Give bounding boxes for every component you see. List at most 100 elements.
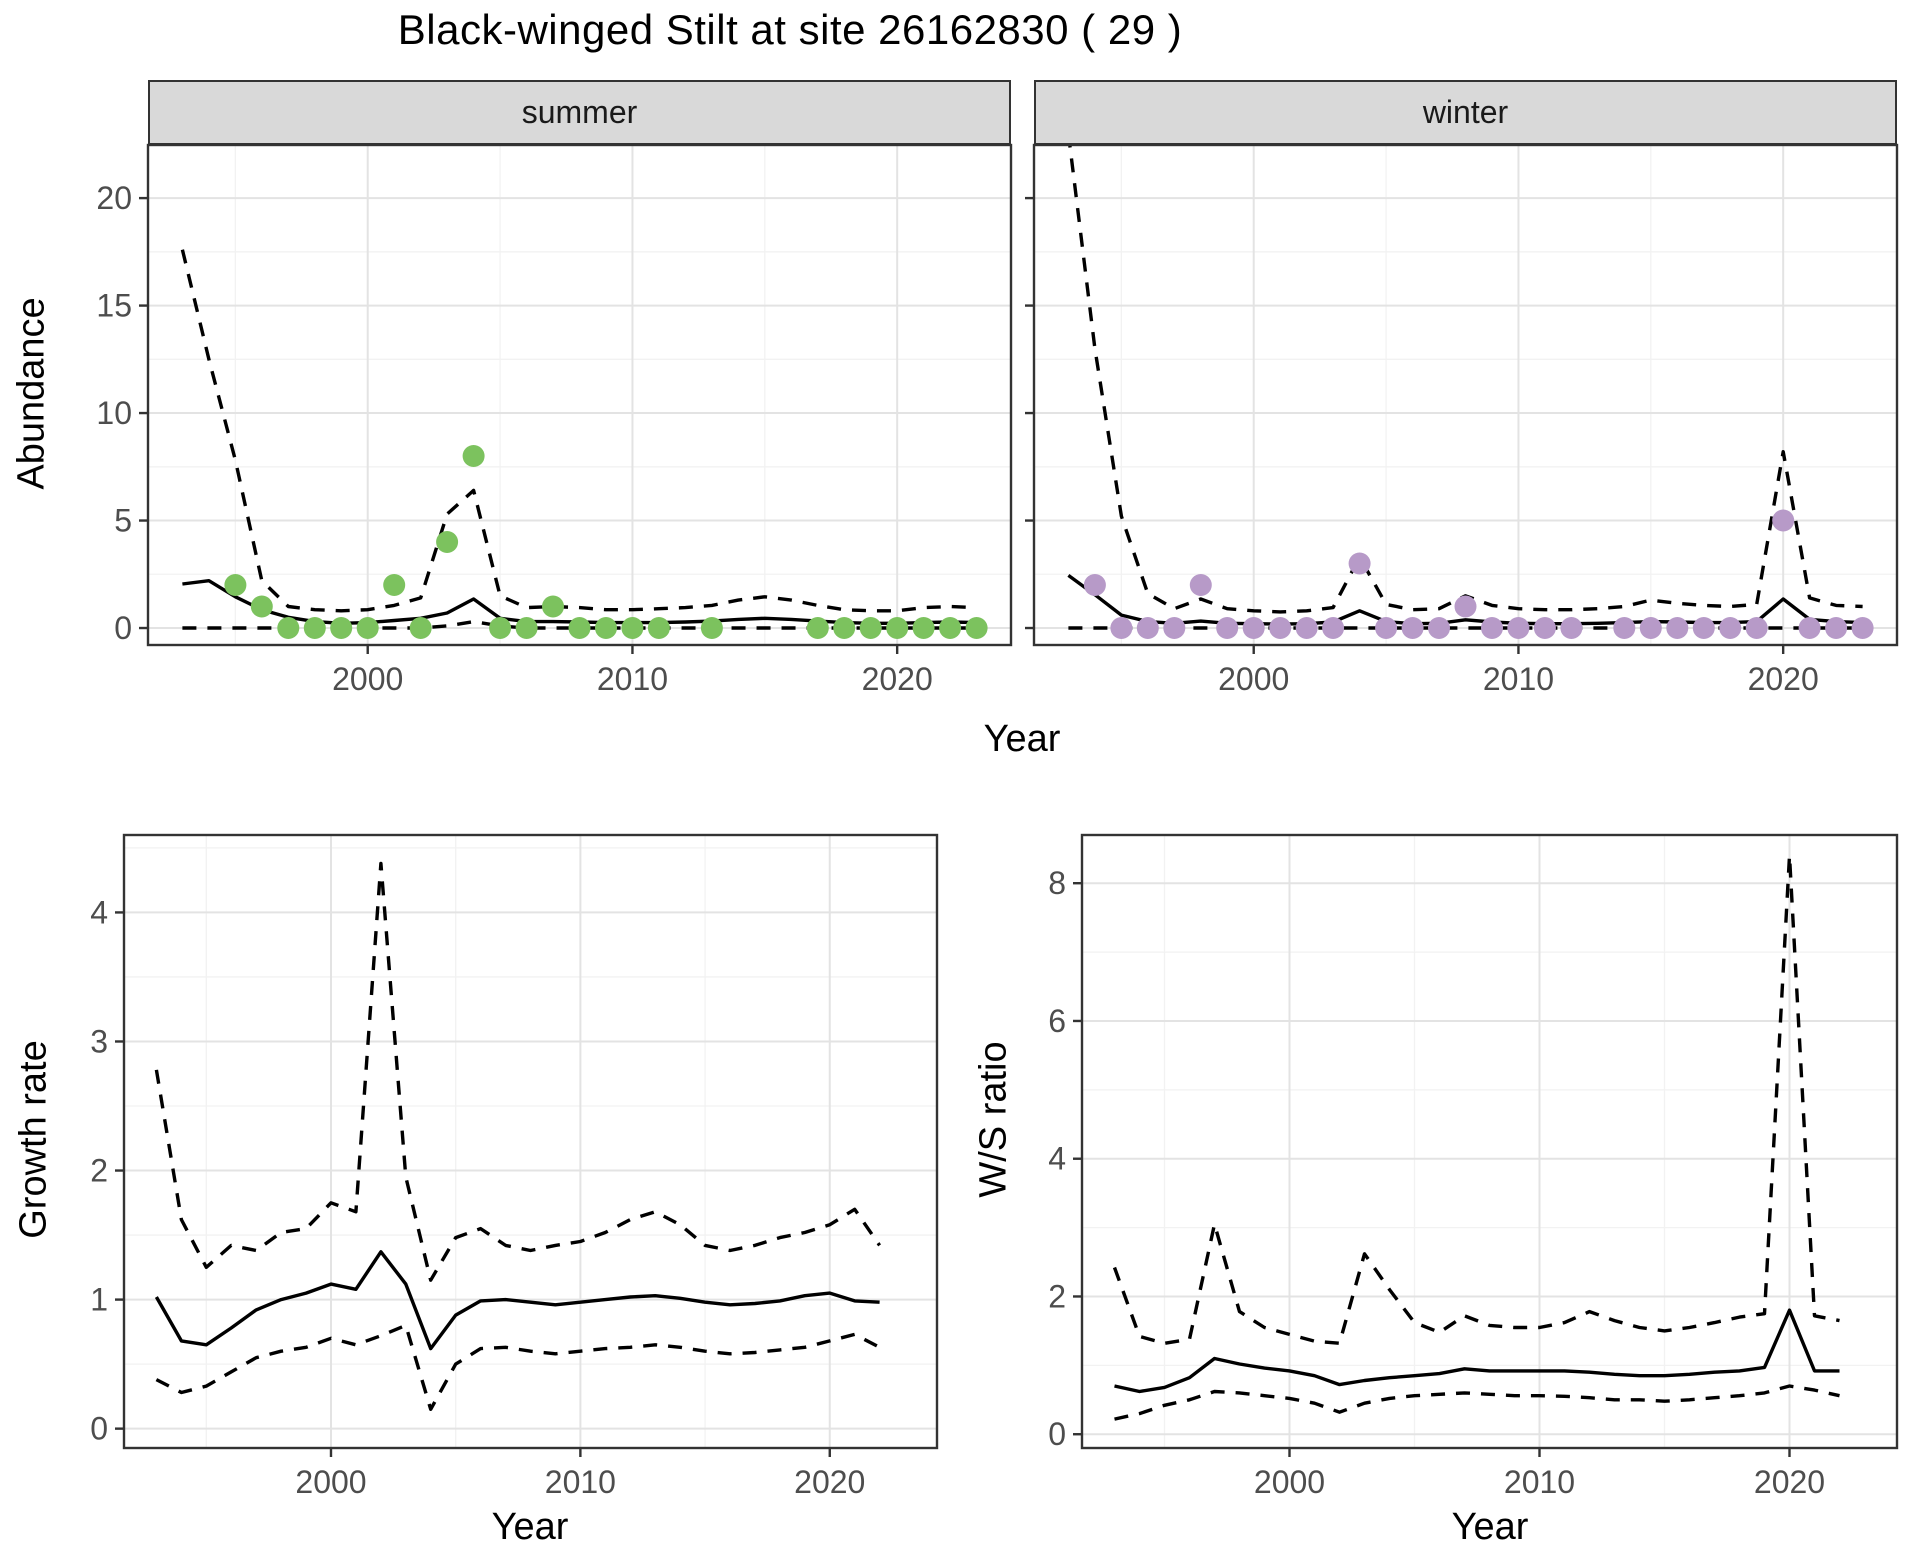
axis-ticks: 2000 2010 2020 0 2 4 6 8 <box>1048 865 1825 1500</box>
data-point <box>1719 617 1742 639</box>
data-point <box>1163 617 1186 639</box>
data-point <box>621 617 644 639</box>
data-point <box>1639 617 1662 639</box>
data-point <box>1242 617 1265 639</box>
data-point <box>356 617 379 639</box>
data-point <box>542 595 564 618</box>
x-tick-label: 2020 <box>862 661 933 697</box>
data-point <box>700 617 723 639</box>
data-point <box>1428 617 1450 639</box>
plot-area <box>180 249 988 639</box>
data-point <box>1189 574 1212 596</box>
data-points <box>224 445 988 639</box>
data-point <box>1851 617 1874 639</box>
data-point <box>383 574 406 596</box>
panel-growth-rate: 2000 2010 2020 0 1 2 3 4 <box>90 833 939 1500</box>
y-tick-label: 15 <box>96 288 132 324</box>
y-tick-label: 8 <box>1048 865 1066 901</box>
data-point <box>1295 617 1318 639</box>
data-point <box>436 531 459 553</box>
panel-border <box>122 833 939 1450</box>
x-tick-label: 2020 <box>1754 1464 1825 1500</box>
y-tick-label: 3 <box>90 1023 108 1059</box>
panel-border <box>1032 143 1899 647</box>
data-point <box>1745 617 1768 639</box>
data-point <box>1772 509 1795 532</box>
x-tick-label: 2000 <box>295 1464 366 1500</box>
facet-strip-winter-label: winter <box>1422 94 1509 130</box>
data-point <box>1269 617 1292 639</box>
series-mean <box>1114 1308 1840 1394</box>
data-point <box>224 574 247 596</box>
x-tick-label: 2020 <box>794 1464 865 1500</box>
data-point <box>462 445 485 467</box>
series-upper_ci <box>180 249 977 613</box>
y-axis-title-growth-rate: Growth rate <box>12 1040 55 1239</box>
x-tick-label: 2010 <box>597 661 668 697</box>
data-point <box>1533 617 1556 639</box>
data-point <box>1613 617 1636 639</box>
data-point <box>1110 617 1133 639</box>
data-point <box>833 617 856 639</box>
data-point <box>1401 617 1424 639</box>
axis-ticks: 2000 2010 2020 0 1 2 3 4 <box>90 894 865 1500</box>
data-point <box>1375 617 1398 639</box>
y-tick-label: 2 <box>90 1153 108 1189</box>
data-point <box>886 617 909 639</box>
data-point <box>965 617 988 639</box>
y-tick-label: 0 <box>1048 1416 1066 1452</box>
data-point <box>1507 617 1530 639</box>
panel-winter: 2000 2010 2020 <box>1025 143 1899 697</box>
y-axis-title-ws-ratio: W/S ratio <box>972 1041 1015 1198</box>
data-point <box>1481 617 1503 639</box>
facet-strip-summer: summer <box>148 80 1011 145</box>
x-tick-label: 2010 <box>1504 1464 1575 1500</box>
series-upper_ci <box>1068 145 1863 614</box>
axis-ticks: 2000 2010 2020 <box>1025 196 1819 697</box>
data-point <box>1322 617 1345 639</box>
data-point <box>1348 552 1371 575</box>
data-point <box>1454 595 1477 618</box>
y-tick-label: 5 <box>114 503 132 539</box>
data-point <box>1666 617 1689 639</box>
gridlines <box>148 145 1011 645</box>
series-mean <box>154 1250 880 1351</box>
y-tick-label: 0 <box>90 1411 108 1447</box>
gridlines <box>124 835 937 1448</box>
data-point <box>806 617 829 639</box>
series-mean <box>182 579 977 625</box>
data-point <box>859 617 882 639</box>
x-axis-title-bottom-left: Year <box>491 1506 569 1548</box>
axis-ticks: 2000 2010 2020 0 5 10 15 20 <box>96 180 932 697</box>
facet-strip-winter: winter <box>1034 80 1897 145</box>
data-point <box>1216 617 1239 639</box>
data-point <box>515 617 538 639</box>
series-upper_ci <box>154 861 881 1282</box>
x-axis-title-bottom-right: Year <box>1451 1506 1529 1548</box>
panel-border <box>146 143 1013 647</box>
page-title: Black-winged Stilt at site 26162830 ( 29… <box>397 6 1183 53</box>
panel-summer: 2000 2010 2020 0 5 10 15 20 <box>96 143 1013 697</box>
data-point <box>647 617 670 639</box>
x-tick-label: 2000 <box>1218 661 1289 697</box>
x-tick-label: 2000 <box>332 661 403 697</box>
data-point <box>1798 617 1821 639</box>
plot-area <box>1067 145 1874 639</box>
x-tick-label: 2010 <box>1483 661 1554 697</box>
panel-ws-ratio: 2000 2010 2020 0 2 4 6 8 <box>1048 833 1899 1500</box>
data-point <box>277 617 300 639</box>
y-tick-label: 0 <box>114 610 132 646</box>
data-point <box>1560 617 1583 639</box>
y-tick-label: 6 <box>1048 1003 1066 1039</box>
data-point <box>1136 617 1159 639</box>
facet-strip-summer-label: summer <box>521 94 638 130</box>
plot-area <box>1112 854 1840 1421</box>
x-tick-label: 2000 <box>1254 1464 1325 1500</box>
data-point <box>568 617 591 639</box>
gridlines <box>1082 835 1897 1448</box>
y-tick-label: 2 <box>1048 1278 1066 1314</box>
plot-area <box>154 861 881 1412</box>
data-point <box>939 617 962 639</box>
y-tick-label: 4 <box>90 894 108 930</box>
